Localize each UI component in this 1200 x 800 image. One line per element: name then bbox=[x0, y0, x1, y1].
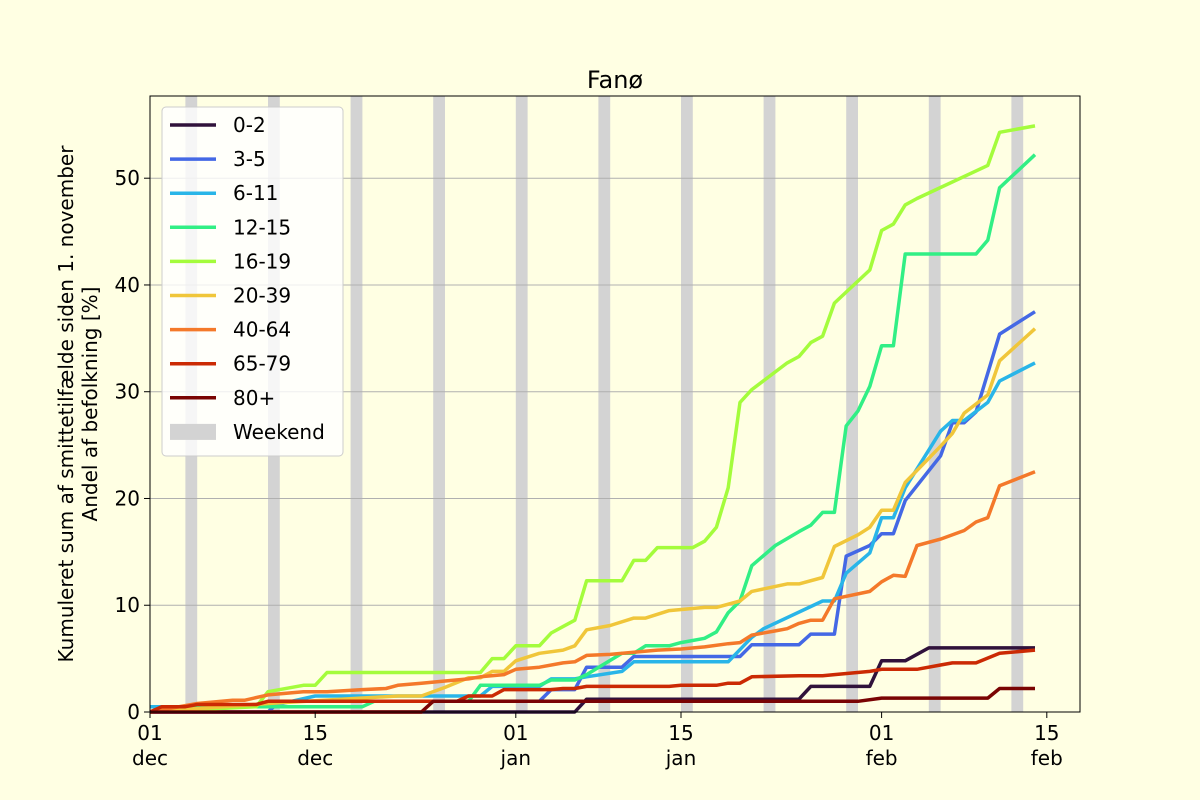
x-tick-day-label: 15 bbox=[668, 721, 693, 745]
legend-label: 80+ bbox=[233, 386, 275, 410]
x-tick-day-label: 15 bbox=[1034, 721, 1059, 745]
series-line-40-64 bbox=[149, 470, 1036, 714]
x-tick-month-label: dec bbox=[297, 746, 333, 770]
y-tick-label: 50 bbox=[115, 166, 140, 190]
x-tick-month-label: dec bbox=[132, 746, 168, 770]
weekend-band bbox=[928, 96, 941, 712]
legend-label: 3-5 bbox=[233, 147, 266, 171]
y-tick-label: 40 bbox=[115, 273, 140, 297]
weekend-band bbox=[515, 96, 528, 712]
weekend-band bbox=[598, 96, 611, 712]
series-line-80+ bbox=[150, 686, 1035, 714]
x-tick-day-label: 01 bbox=[503, 721, 528, 745]
legend-label-weekend: Weekend bbox=[233, 420, 325, 444]
y-tick-label: 0 bbox=[127, 700, 140, 724]
legend: 0-2 3-5 6-11 12-15 16-19 20-39 40-64 65-79 80+ We… bbox=[161, 106, 344, 457]
weekend-band bbox=[681, 96, 693, 712]
weekend-band bbox=[763, 96, 776, 712]
chart-title: Fanø bbox=[587, 66, 643, 94]
weekend-band bbox=[1011, 96, 1024, 712]
series-line-16-19 bbox=[149, 124, 1036, 714]
legend-label: 65-79 bbox=[233, 352, 291, 376]
x-tick-month-label: jan bbox=[665, 746, 697, 770]
y-tick-label: 10 bbox=[115, 593, 140, 617]
weekend-band bbox=[846, 96, 858, 712]
plot-frame bbox=[149, 95, 1081, 713]
x-tick-month-label: feb bbox=[866, 746, 898, 770]
legend-label: 16-19 bbox=[233, 249, 291, 273]
y-axis-ticks: 0 10 20 30 40 50 bbox=[115, 166, 150, 724]
series-lines bbox=[149, 124, 1037, 714]
series-line-12-15 bbox=[149, 153, 1037, 714]
x-tick-month-label: jan bbox=[500, 746, 532, 770]
legend-label: 20-39 bbox=[233, 284, 291, 308]
y-tick-label: 30 bbox=[115, 380, 140, 404]
legend-label: 12-15 bbox=[233, 215, 291, 239]
x-tick-day-label: 01 bbox=[137, 721, 162, 745]
y-axis-label-line1: Kumuleret sum af smittetilfælde siden 1.… bbox=[54, 145, 78, 663]
x-tick-day-label: 01 bbox=[869, 721, 894, 745]
legend-swatch-weekend bbox=[170, 423, 216, 440]
x-tick-day-label: 15 bbox=[302, 721, 327, 745]
legend-label: 0-2 bbox=[233, 113, 266, 137]
x-tick-month-label: feb bbox=[1031, 746, 1063, 770]
y-axis-label-line2: Andel af befolkning [%] bbox=[78, 287, 102, 522]
weekend-band bbox=[433, 96, 445, 712]
y-tick-label: 20 bbox=[115, 486, 140, 510]
series-line-65-79 bbox=[149, 648, 1036, 714]
legend-label: 40-64 bbox=[233, 318, 291, 342]
weekend-band bbox=[350, 96, 363, 712]
series-line-3-5 bbox=[150, 310, 1036, 714]
legend-label: 6-11 bbox=[233, 181, 278, 205]
y-axis-label: Kumuleret sum af smittetilfælde siden 1.… bbox=[54, 145, 102, 663]
